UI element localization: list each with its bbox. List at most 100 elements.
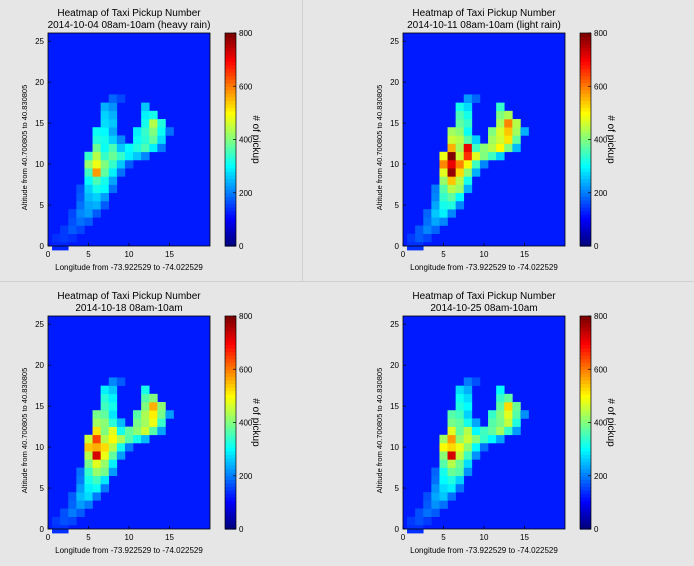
heatmap-cell: [141, 110, 150, 120]
heatmap-cell: [100, 467, 110, 477]
colorbar-segment: [225, 118, 236, 123]
heatmap-cell: [455, 135, 465, 144]
colorbar-segment: [225, 330, 236, 335]
colorbar-segment: [580, 518, 591, 523]
colorbar-segment: [225, 210, 236, 215]
heatmap-cell: [496, 393, 505, 403]
heatmap-cell: [463, 385, 473, 395]
heatmap-cell: [84, 200, 93, 210]
heatmap-panel-2014-10-18: Heatmap of Taxi Pickup Number 2014-10-18 …: [0, 283, 302, 564]
heatmap-cell: [496, 426, 505, 436]
heatmap-cell: [423, 209, 432, 218]
heatmap-cell: [141, 410, 150, 419]
heatmap-cell: [471, 143, 481, 153]
colorbar-segment: [225, 525, 236, 530]
heatmap-cell: [496, 410, 505, 419]
colorbar-segment: [580, 326, 591, 331]
colorbar-segment: [580, 447, 591, 452]
heatmap-cell: [431, 500, 440, 509]
colorbar-tick-label: 400: [239, 419, 253, 428]
heatmap-cell: [124, 159, 134, 169]
x-tick-label: 15: [165, 533, 174, 542]
colorbar-segment: [225, 475, 236, 480]
heatmap-chart: Heatmap of Taxi Pickup Number2014-10-25 …: [375, 291, 616, 555]
heatmap-cell: [84, 434, 93, 444]
colorbar-segment: [580, 436, 591, 441]
colorbar-segment: [580, 47, 591, 52]
heatmap-cell: [496, 385, 505, 395]
heatmap-cell: [463, 119, 473, 128]
heatmap-cell: [133, 426, 142, 436]
colorbar-segment: [225, 132, 236, 137]
heatmap-cell: [100, 159, 110, 169]
colorbar-tick-label: 400: [594, 419, 608, 428]
heatmap-cell: [439, 459, 448, 468]
heatmap-cell: [463, 176, 473, 185]
colorbar-label: # of pickup: [605, 398, 616, 447]
heatmap-cell: [92, 192, 101, 202]
heatmap-cell: [92, 451, 101, 460]
heatmap-cell: [76, 192, 85, 202]
colorbar-segment: [580, 418, 591, 424]
heatmap-cell: [496, 151, 505, 161]
heatmap-cell: [488, 127, 497, 136]
colorbar-segment: [580, 454, 591, 459]
colorbar-segment: [580, 390, 591, 395]
colorbar-segment: [225, 143, 236, 148]
heatmap-cell: [84, 500, 93, 509]
colorbar-segment: [225, 79, 236, 84]
y-tick-label: 25: [390, 320, 399, 329]
panel-divider-horizontal: [0, 281, 694, 282]
colorbar-segment: [225, 93, 236, 98]
colorbar-label: # of pickup: [250, 398, 261, 447]
heatmap-cell: [463, 418, 473, 427]
heatmap-cell: [463, 143, 473, 153]
colorbar-segment: [225, 479, 236, 484]
colorbar-segment: [580, 178, 591, 183]
colorbar-segment: [225, 171, 236, 176]
heatmap-cell: [92, 168, 101, 177]
heatmap-cell: [100, 418, 110, 427]
colorbar-segment: [225, 358, 236, 363]
colorbar-segment: [225, 121, 236, 126]
colorbar-segment: [580, 79, 591, 84]
heatmap-cell: [463, 184, 473, 194]
heatmap-cell: [76, 200, 85, 210]
heatmap-cell: [431, 475, 440, 485]
heatmap-cell: [100, 483, 110, 493]
heatmap-cell: [100, 102, 110, 112]
colorbar-tick-label: 0: [239, 525, 244, 534]
colorbar-segment: [580, 397, 591, 402]
colorbar-segment: [580, 422, 591, 427]
heatmap-cell: [100, 410, 110, 419]
heatmap-cell: [68, 500, 77, 509]
colorbar-segment: [580, 316, 591, 321]
heatmap-cell: [439, 442, 448, 452]
colorbar-tick-label: 0: [594, 242, 599, 251]
heatmap-cell: [423, 217, 432, 226]
colorbar-segment: [580, 171, 591, 176]
heatmap-cell: [157, 135, 166, 144]
heatmap-cell: [141, 102, 150, 112]
heatmap-cell: [133, 135, 142, 144]
colorbar-segment: [580, 475, 591, 480]
colorbar-segment: [225, 486, 236, 491]
heatmap-cell: [463, 393, 473, 403]
colorbar-segment: [580, 75, 591, 80]
colorbar-segment: [225, 418, 236, 424]
heatmap-cell: [431, 225, 440, 235]
colorbar-segment: [580, 323, 591, 328]
heatmap-cell: [423, 233, 432, 243]
heatmap-cell: [463, 426, 473, 436]
chart-subtitle: 2014-10-04 08am-10am (heavy rain): [48, 20, 211, 31]
heatmap-cell: [133, 143, 142, 153]
heatmap-cell: [447, 459, 456, 468]
heatmap-cell: [141, 385, 150, 395]
colorbar-tick-label: 800: [239, 29, 253, 38]
colorbar-segment: [580, 521, 591, 527]
colorbar-segment: [580, 482, 591, 487]
heatmap-cell: [455, 176, 465, 185]
heatmap-cell: [100, 393, 110, 403]
heatmap-cell: [92, 426, 101, 436]
colorbar-segment: [580, 118, 591, 123]
